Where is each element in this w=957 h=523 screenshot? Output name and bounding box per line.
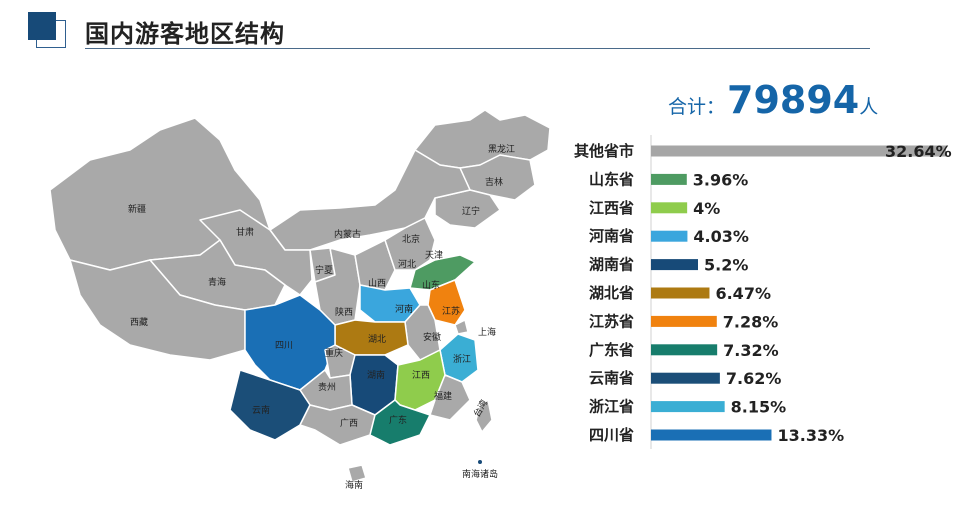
region-hainan: [347, 464, 367, 483]
region-shandong: [409, 254, 476, 291]
label-yunnan: 云南: [252, 404, 270, 416]
label-henan: 河南: [395, 303, 413, 315]
label-jilin: 吉林: [485, 176, 503, 188]
label-gansu: 甘肃: [236, 226, 254, 238]
region-anhui: [404, 304, 441, 361]
label-guizhou: 贵州: [318, 381, 336, 393]
label-fujian: 福建: [434, 390, 452, 402]
label-neimenggu: 内蒙古: [334, 228, 361, 240]
bar-value-label: 7.32%: [723, 341, 779, 360]
bar-value-label: 13.33%: [777, 426, 844, 445]
label-sichuan: 四川: [275, 341, 293, 351]
bar: [651, 259, 698, 271]
bar: [651, 173, 687, 185]
label-shandong: 山东: [422, 279, 440, 291]
total-label: 合计：: [668, 96, 726, 118]
page-title: 国内游客地区结构: [85, 20, 285, 48]
header-divider: [85, 48, 870, 49]
label-chongqing: 重庆: [325, 347, 343, 359]
total-value: 79894: [727, 78, 860, 122]
bar-value-label: 8.15%: [731, 398, 787, 417]
label-ningxia: 宁夏: [315, 264, 333, 276]
bar-category-label: 其他省市: [574, 142, 634, 160]
label-guangdong: 广东: [389, 414, 407, 426]
bar-category-label: 四川省: [589, 426, 634, 444]
south-sea-dot: [478, 460, 482, 464]
total-readout: 合计：79894人: [668, 78, 878, 122]
bar-value-label: 6.47%: [715, 284, 771, 303]
region-guangxi: [299, 404, 376, 446]
label-hunan: 湖南: [367, 369, 385, 381]
header-icon: [28, 12, 68, 48]
label-shanghai: 上海: [478, 326, 496, 338]
bar: [651, 344, 718, 356]
label-jiangsu: 江苏: [442, 305, 460, 317]
label-xizang: 西藏: [130, 316, 148, 328]
label-tianjin: 天津: [425, 250, 443, 261]
label-hebei: 河北: [398, 258, 416, 270]
bar-category-label: 江苏省: [589, 312, 634, 330]
bar-value-label: 4%: [693, 199, 720, 218]
label-shaanxi: 陕西: [335, 306, 353, 318]
bar-value-label: 4.03%: [693, 227, 749, 246]
bar: [651, 429, 772, 441]
bar-category-label: 湖南省: [589, 256, 634, 274]
region-shanghai: [454, 319, 469, 335]
label-beijing: 北京: [402, 233, 420, 245]
bar-value-label: 7.28%: [723, 312, 779, 331]
label-jiangxi: 江西: [412, 370, 430, 381]
label-liaoning: 辽宁: [462, 205, 480, 217]
bar-category-label: 广东省: [589, 341, 634, 359]
bar-value-label: 5.2%: [704, 256, 748, 275]
bar-category-label: 山东省: [589, 170, 634, 188]
label-anhui: 安徽: [423, 331, 441, 343]
label-guangxi: 广西: [340, 417, 358, 429]
bar-category-label: 浙江省: [589, 398, 634, 416]
bar-value-label: 7.62%: [726, 369, 782, 388]
bar: [651, 230, 688, 242]
label-xinjiang: 新疆: [128, 203, 146, 215]
bar: [651, 145, 946, 157]
bar: [651, 372, 720, 384]
bar: [651, 202, 688, 214]
bar: [651, 287, 710, 299]
china-map: 黑龙江 吉林 辽宁 新疆 内蒙古 北京 天津 甘肃 河北 宁夏 青海 山西 山东…: [49, 110, 551, 491]
region-shanxi: [354, 239, 396, 291]
bar: [651, 401, 725, 413]
region-liaoning: [434, 189, 501, 229]
bar-category-label: 湖北省: [589, 284, 634, 302]
bar-chart: 其他省市 32.64% 山东省 3.96% 江西省 4% 河南省 4.03% 湖南省 5.2% 湖北…: [574, 135, 952, 449]
label-zhejiang: 浙江: [453, 353, 471, 365]
label-hubei: 湖北: [368, 334, 386, 345]
bar-value-label: 3.96%: [693, 170, 749, 189]
region-hebei: [384, 217, 436, 271]
region-guangdong: [369, 399, 431, 446]
bar-category-label: 云南省: [589, 369, 634, 387]
label-heilongjiang: 黑龙江: [488, 143, 515, 155]
bar: [651, 315, 717, 327]
label-qinghai: 青海: [208, 276, 226, 288]
label-south-sea: 南海诸岛: [462, 468, 498, 480]
region-taiwan: [475, 399, 493, 433]
label-shanxi: 山西: [368, 278, 386, 289]
region-neimenggu: [269, 149, 471, 251]
bar-category-label: 江西省: [589, 199, 634, 217]
total-unit: 人: [859, 96, 879, 118]
bar-value-label: 32.64%: [885, 142, 952, 161]
label-hainan: 海南: [345, 479, 363, 491]
bar-category-label: 河南省: [589, 227, 634, 245]
